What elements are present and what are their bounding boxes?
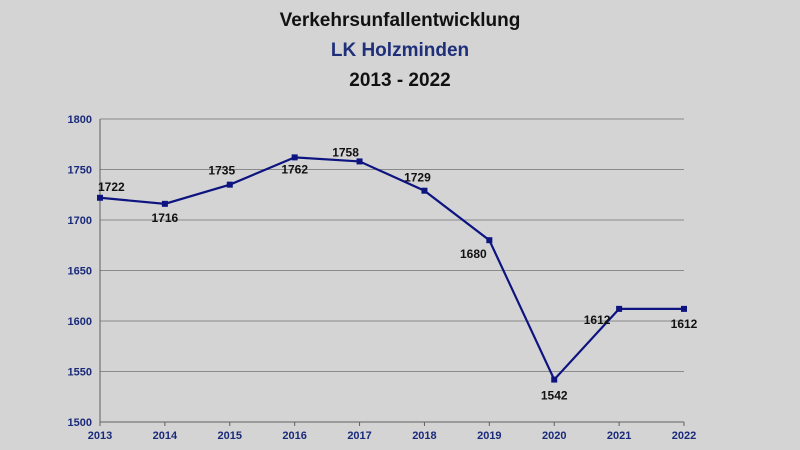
x-tick-label: 2014 (153, 430, 178, 442)
series-layer (97, 154, 687, 383)
data-label: 1758 (332, 145, 359, 159)
data-label: 1542 (541, 389, 568, 403)
x-tick-label: 2013 (88, 430, 112, 442)
data-label: 1716 (152, 211, 179, 225)
x-tick-label: 2022 (672, 430, 696, 442)
x-tick-label: 2019 (477, 430, 501, 442)
data-point (291, 154, 298, 161)
y-tick-label: 1800 (68, 114, 92, 126)
data-label: 1612 (671, 317, 698, 331)
data-point (226, 181, 233, 188)
y-tick-label: 1750 (68, 165, 92, 177)
y-tick-label: 1500 (68, 417, 92, 429)
data-point (616, 305, 623, 312)
data-point (681, 305, 687, 312)
y-tick-label: 1600 (68, 316, 92, 328)
x-tick-label: 2020 (542, 430, 566, 442)
data-label: 1612 (584, 313, 611, 327)
data-label: 1729 (404, 171, 431, 185)
chart-subtitle: LK Holzminden (330, 40, 470, 61)
data-point (161, 200, 168, 207)
data-point (421, 187, 428, 194)
y-tick-label: 1550 (68, 367, 92, 379)
data-label: 1722 (98, 180, 125, 194)
chart-title: Verkehrsunfallentwicklung (279, 10, 521, 31)
series-line (99, 156, 684, 382)
data-label: 1735 (208, 164, 235, 178)
chart-title-block: Verkehrsunfallentwicklung LK Holzminden … (0, 6, 800, 96)
x-tick-label: 2021 (607, 430, 631, 442)
data-point (551, 376, 558, 383)
x-tick-label: 2016 (282, 430, 306, 442)
data-point (97, 194, 103, 201)
x-tick-label: 2018 (412, 430, 436, 442)
x-tick-label: 2017 (347, 430, 371, 442)
y-tick-label: 1700 (68, 215, 92, 227)
data-label: 1762 (281, 162, 308, 176)
data-point (356, 158, 363, 165)
y-tick-label: 1650 (68, 266, 92, 278)
data-label-layer: 1722 1716 1735 1762 1758 1729 1680 1542 1612 1612 (98, 145, 698, 402)
data-point (486, 237, 493, 244)
data-label: 1680 (460, 247, 487, 261)
grid-layer (100, 118, 684, 372)
x-tick-label: 2015 (218, 430, 242, 442)
chart-period: 2013 - 2022 (349, 70, 451, 91)
